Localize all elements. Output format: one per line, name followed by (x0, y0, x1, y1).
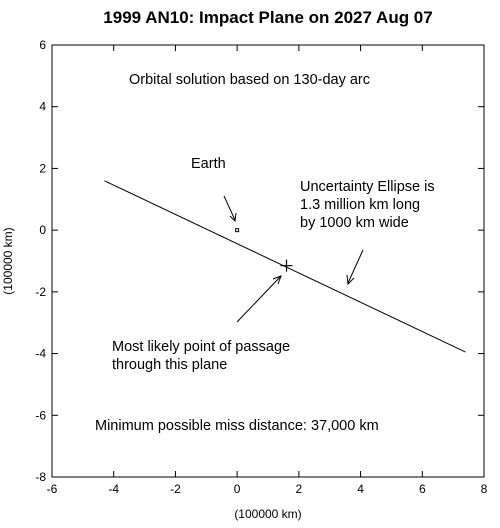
earth-marker (235, 228, 240, 233)
likely-point-arrow (236, 275, 282, 323)
x-tick-label: -6 (47, 482, 58, 496)
earth-arrowhead (229, 212, 237, 223)
ellipse-note-line2: 1.3 million km long (300, 197, 420, 213)
x-tick-label: -2 (170, 482, 181, 496)
orbital-solution-note: Orbital solution based on 130-day arc (129, 72, 370, 88)
x-tick-label: 6 (419, 482, 426, 496)
x-axis-label: (100000 km) (234, 507, 301, 521)
plot-frame (51, 44, 485, 478)
y-axis: -8 -6 -4 -2 0 2 4 6 (35, 38, 484, 484)
likely-point-note-line2: through this plane (112, 357, 227, 373)
x-tick-label: 0 (234, 482, 241, 496)
y-tick-label: 0 (39, 223, 46, 237)
x-tick-label: 4 (357, 482, 364, 496)
uncertainty-ellipse-line (104, 180, 466, 353)
y-tick-label: -2 (35, 285, 46, 299)
y-tick-label: 2 (39, 161, 46, 175)
x-tick-label: -4 (108, 482, 119, 496)
y-tick-label: -4 (35, 347, 46, 361)
min-distance-note: Minimum possible miss distance: 37,000 k… (95, 418, 379, 434)
earth-arrow (223, 195, 236, 221)
likely-point-arrowhead (272, 275, 282, 285)
likely-point-note-line1: Most likely point of passage (112, 339, 290, 355)
y-axis-label: (100000 km) (1, 227, 15, 294)
y-tick-label: 6 (39, 38, 46, 52)
ellipse-arrowhead (346, 274, 355, 286)
x-tick-label: 8 (481, 482, 488, 496)
x-tick-label: 2 (296, 482, 303, 496)
plot-marks (104, 180, 466, 353)
ellipse-note-line3: by 1000 km wide (300, 215, 409, 231)
ellipse-arrow (347, 249, 364, 284)
y-tick-label: -6 (35, 408, 46, 422)
x-axis: -6 -4 -2 0 2 4 6 8 (47, 45, 488, 496)
y-tick-label: 4 (39, 100, 46, 114)
chart-title: 1999 AN10: Impact Plane on 2027 Aug 07 (103, 8, 432, 27)
earth-label: Earth (191, 156, 226, 172)
ellipse-note-line1: Uncertainty Ellipse is (300, 179, 435, 195)
y-tick-label: -8 (35, 470, 46, 484)
